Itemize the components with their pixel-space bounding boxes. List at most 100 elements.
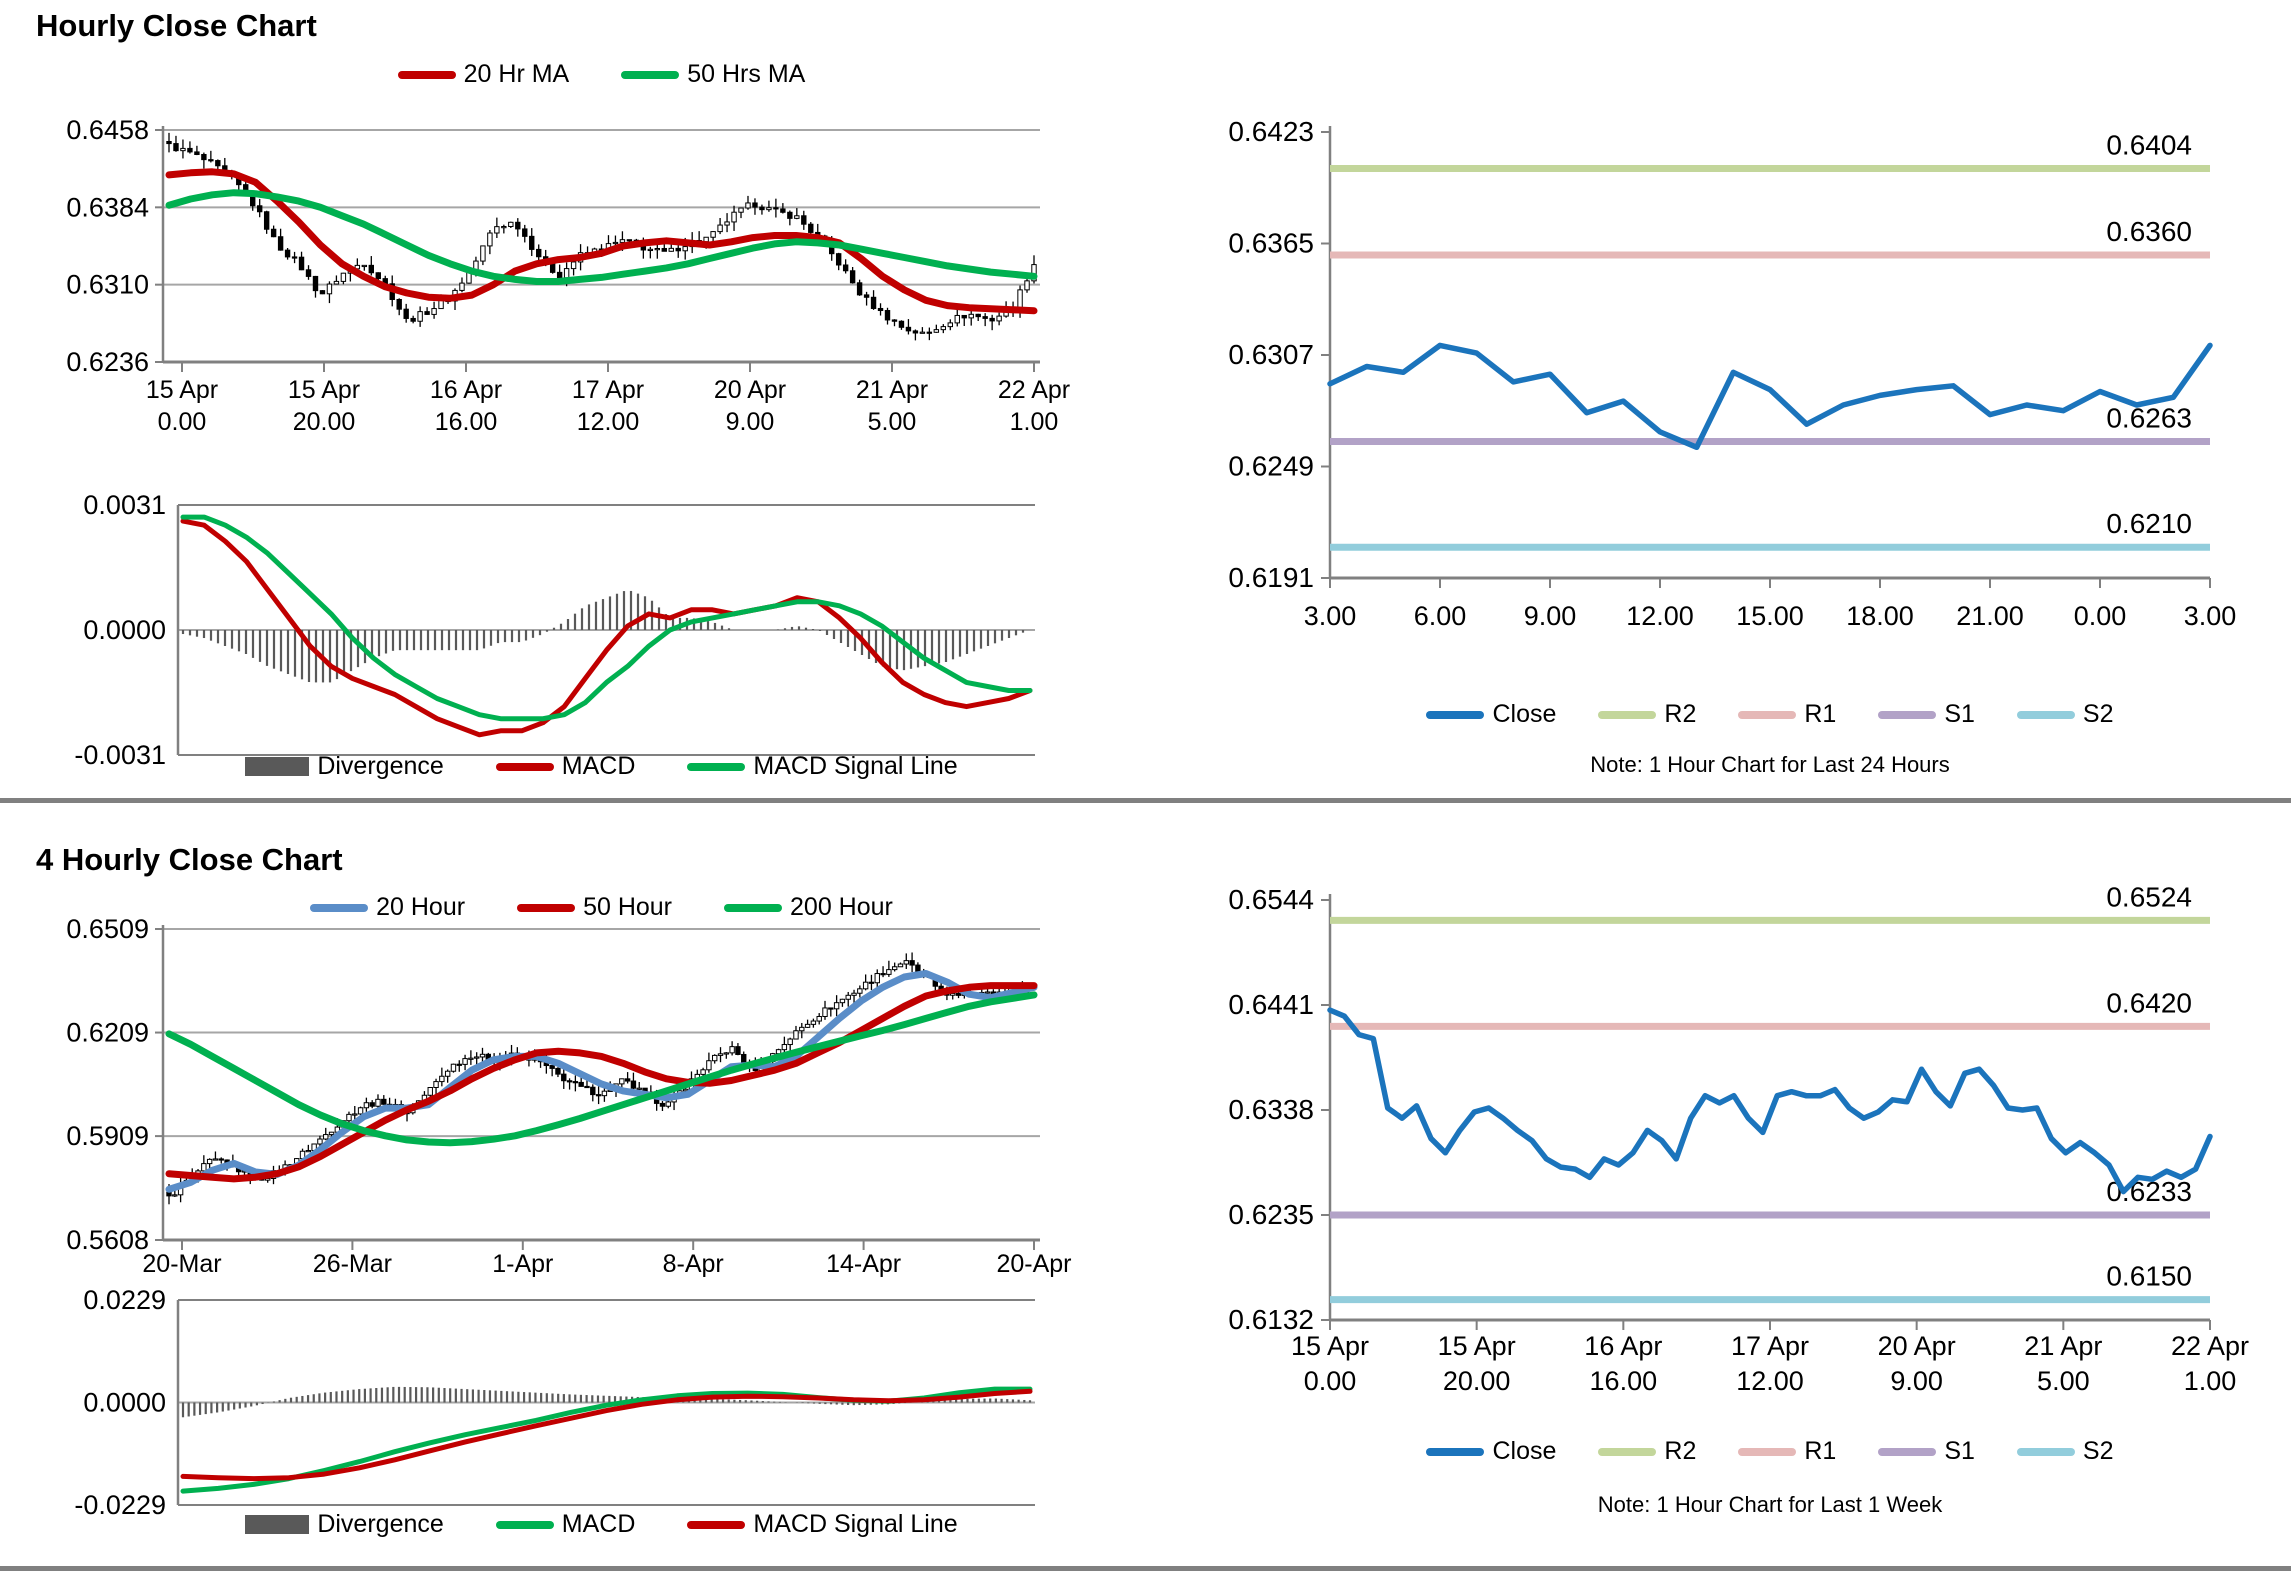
svg-text:0.6420: 0.6420 [2106,987,2192,1018]
svg-text:9.00: 9.00 [1524,601,1577,631]
legend-line-swatch [397,70,456,79]
svg-text:22 Apr: 22 Apr [998,376,1070,404]
legend-item-s2: S2 [2016,700,2114,729]
svg-text:0.6150: 0.6150 [2106,1261,2192,1292]
svg-text:0.6365: 0.6365 [1228,228,1314,259]
svg-text:0.6263: 0.6263 [2106,403,2192,434]
legend-item-close: Close [1426,1437,1556,1466]
svg-text:0.0000: 0.0000 [83,615,166,645]
svg-text:5.00: 5.00 [868,408,917,436]
svg-text:20-Apr: 20-Apr [996,1250,1071,1278]
legend-item-200-hour: 200 Hour [724,893,893,922]
svg-text:0.6235: 0.6235 [1228,1199,1314,1230]
section-divider [0,798,2291,803]
legend-label: 50 Hrs MA [687,60,806,88]
legend-item-divergence: Divergence [245,752,444,781]
svg-text:16.00: 16.00 [435,408,498,436]
four-hourly-candles-series-200-hour [165,991,1038,1147]
hourly-candles-series-50-hrs-ma [165,189,1038,285]
legend-line-swatch [687,762,746,771]
svg-text:12.00: 12.00 [1736,1366,1804,1396]
legend-line-swatch [1426,710,1485,719]
hourly-candles-candles [166,132,1037,341]
four-hourly-macd-divergence-bars [181,1386,1032,1418]
section-title-hourly: Hourly Close Chart [36,8,317,43]
legend-item-r1: R1 [1738,700,1836,729]
hourly-candles-series-20-hr-ma [165,168,1038,315]
legend-line-swatch [1598,1447,1657,1456]
svg-text:0.6404: 0.6404 [2106,130,2192,161]
legend-label: Close [1492,700,1557,728]
hourly-macd-divergence-bars [181,590,1025,683]
legend-label: MACD [561,1510,636,1538]
svg-text:18.00: 18.00 [1846,601,1914,631]
svg-text:0.6132: 0.6132 [1228,1304,1314,1335]
legend-line-swatch [1878,710,1937,719]
svg-text:0.6458: 0.6458 [66,115,149,145]
note-weekly-pivot: Note: 1 Hour Chart for Last 1 Week [1597,1492,1943,1517]
legend-line-swatch [310,903,369,912]
svg-text:0.6210: 0.6210 [2106,508,2192,539]
svg-text:1.00: 1.00 [2184,1366,2237,1396]
svg-text:17 Apr: 17 Apr [572,376,644,404]
svg-text:8-Apr: 8-Apr [663,1250,724,1278]
svg-text:-0.0031: -0.0031 [74,740,166,770]
svg-text:21 Apr: 21 Apr [2024,1331,2102,1361]
legend-label: Divergence [317,752,444,780]
legend-line-swatch [495,1520,554,1529]
legend-item-s1: S1 [1878,700,1975,729]
svg-text:1.00: 1.00 [1010,408,1059,436]
legend-hourly-candles: 20 Hr MA 50 Hrs MA [163,60,1040,89]
svg-text:9.00: 9.00 [726,408,775,436]
svg-text:12.00: 12.00 [1626,601,1694,631]
legend-4hourly-candles: 20 Hour 50 Hour 200 Hour [163,893,1040,922]
legend-label: R2 [1664,700,1697,728]
svg-text:20.00: 20.00 [293,408,356,436]
svg-text:0.00: 0.00 [158,408,207,436]
legend-label: 50 Hour [583,893,673,921]
svg-text:6.00: 6.00 [1414,601,1467,631]
svg-text:0.00: 0.00 [1304,1366,1357,1396]
legend-line-swatch [2016,1447,2075,1456]
svg-text:15 Apr: 15 Apr [146,376,218,404]
legend-label: Close [1492,1437,1557,1465]
legend-item-macd-signal-line: MACD Signal Line [687,1510,958,1539]
svg-text:0.0031: 0.0031 [83,490,166,520]
legend-label: S2 [2082,1437,2114,1465]
svg-text:16.00: 16.00 [1590,1366,1658,1396]
bottom-divider [0,1566,2291,1571]
svg-text:21 Apr: 21 Apr [856,376,928,404]
legend-label: 200 Hour [790,893,893,921]
svg-text:0.6191: 0.6191 [1228,562,1314,593]
svg-text:0.6209: 0.6209 [66,1018,149,1048]
legend-item-s2: S2 [2016,1437,2114,1466]
legend-label: MACD Signal Line [753,752,958,780]
svg-text:15 Apr: 15 Apr [1438,1331,1516,1361]
legend-4hourly-macd: Divergence MACD MACD Signal Line [163,1510,1040,1539]
legend-line-swatch [724,903,783,912]
svg-text:0.6384: 0.6384 [66,192,149,222]
hourly-macd-series-macd-signal-line [180,514,1033,722]
svg-text:0.0000: 0.0000 [83,1388,166,1418]
legend-bar-swatch [245,1515,310,1534]
legend-line-swatch [1738,1447,1797,1456]
svg-text:20 Apr: 20 Apr [714,376,786,404]
svg-text:0.5909: 0.5909 [66,1121,149,1151]
svg-text:1-Apr: 1-Apr [492,1250,553,1278]
legend-label: MACD [561,752,636,780]
svg-text:0.6360: 0.6360 [2106,216,2192,247]
svg-text:20-Mar: 20-Mar [142,1250,221,1278]
svg-text:22 Apr: 22 Apr [2171,1331,2249,1361]
legend-item-r1: R1 [1738,1437,1836,1466]
svg-text:20 Apr: 20 Apr [1878,1331,1956,1361]
legend-label: R2 [1664,1437,1697,1465]
weekly-pivot-close-line [1327,1007,2213,1195]
legend-item-macd-signal-line: MACD Signal Line [687,752,958,781]
legend-line-swatch [495,762,554,771]
legend-item-50-hrs-ma: 50 Hrs MA [621,60,805,89]
section-title-4hourly: 4 Hourly Close Chart [36,842,343,877]
svg-text:20.00: 20.00 [1443,1366,1511,1396]
